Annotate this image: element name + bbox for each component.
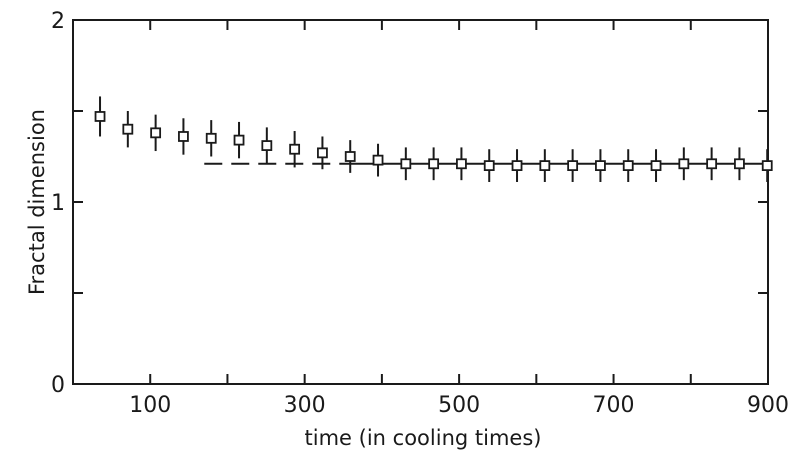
x-tick-label: 500 [438, 393, 480, 418]
x-tick-label: 900 [747, 393, 789, 418]
x-tick-label: 100 [129, 393, 171, 418]
data-point [595, 160, 606, 172]
data-point [344, 151, 356, 162]
plot-frame [72, 19, 769, 385]
data-point [233, 134, 245, 146]
data-point [706, 158, 718, 170]
data-point [622, 160, 634, 172]
data-point [678, 158, 690, 170]
data-point [456, 158, 467, 170]
data-point [94, 111, 106, 122]
data-point [372, 154, 384, 166]
data-point [150, 127, 162, 139]
y-tick-label: 0 [51, 373, 65, 398]
data-point [178, 131, 189, 142]
data-point [289, 143, 301, 155]
data-point [650, 160, 662, 172]
data-point [261, 140, 273, 151]
data-point [734, 158, 745, 170]
tick-labels: 100 300 500 700 900 0 1 2 [51, 9, 789, 418]
data-point [400, 158, 412, 170]
y-tick-label: 2 [51, 9, 65, 34]
data-point [539, 160, 551, 172]
data-point [483, 160, 495, 172]
x-tick-label: 300 [284, 393, 326, 418]
data-point [428, 158, 440, 170]
data-point [317, 147, 328, 159]
plot-area [72, 19, 769, 385]
y-axis-title: Fractal dimension [25, 109, 49, 295]
data-point [511, 160, 523, 172]
x-axis-title: time (in cooling times) [305, 426, 542, 450]
data-point [761, 160, 773, 172]
data-point [567, 160, 579, 172]
data-markers [94, 96, 773, 182]
y-tick-label: 1 [51, 191, 65, 216]
x-tick-label: 700 [593, 393, 635, 418]
data-point [122, 123, 134, 135]
data-point [205, 132, 217, 144]
